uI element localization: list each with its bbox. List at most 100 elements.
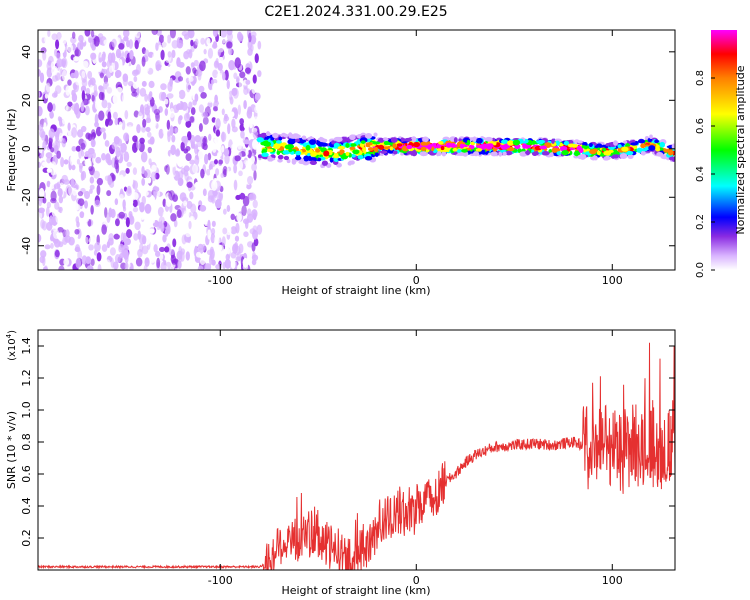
heatmap-cell (303, 155, 310, 162)
heatmap-cell (170, 213, 177, 222)
heatmap-cell (475, 137, 483, 144)
heatmap-cell (144, 49, 150, 58)
heatmap-cell (38, 212, 43, 219)
heatmap-cell (141, 245, 149, 255)
heatmap-cell (502, 144, 508, 150)
heatmap-cell (94, 113, 99, 125)
heatmap-cell (55, 213, 60, 224)
heatmap-cell (84, 177, 89, 184)
heatmap-cell (168, 248, 175, 256)
heatmap-cell (206, 249, 214, 256)
heatmap-cell (619, 153, 628, 159)
heatmap-cell (238, 92, 245, 100)
heatmap-cell (66, 43, 74, 53)
heatmap-cell (110, 209, 115, 217)
heatmap-cell (406, 144, 413, 150)
heatmap-cell (579, 153, 587, 160)
heatmap-cell (239, 118, 245, 125)
heatmap-cell (56, 31, 62, 41)
heatmap-cell (212, 30, 218, 37)
heatmap-cell (627, 154, 634, 160)
heatmap-cell (255, 147, 262, 154)
heatmap-cell (93, 35, 100, 47)
heatmap-cell (81, 70, 86, 79)
heatmap-cell (170, 144, 176, 156)
heatmap-cell (150, 253, 155, 263)
heatmap-cell (118, 58, 123, 70)
heatmap-cell (291, 159, 297, 165)
heatmap-cell (237, 159, 244, 171)
heatmap-cell (277, 154, 284, 160)
heatmap-cell (155, 64, 163, 72)
heatmap-cell (189, 191, 194, 200)
heatmap-cell (211, 220, 216, 227)
heatmap-cell (178, 115, 183, 121)
heatmap-cell (136, 140, 141, 150)
heatmap-cell (551, 138, 555, 144)
heatmap-cell (150, 171, 157, 182)
heatmap-cell (231, 143, 236, 150)
heatmap-cell (84, 158, 90, 167)
heatmap-cell (507, 140, 515, 146)
heatmap-cell (419, 151, 428, 157)
heatmap-cell (294, 156, 302, 161)
heatmap-cell (90, 52, 97, 60)
heatmap-cell (70, 178, 75, 188)
heatmap-cell (200, 37, 206, 45)
heatmap-cell (155, 42, 159, 51)
heatmap-cell (257, 70, 262, 78)
heatmap-cell (323, 150, 330, 157)
heatmap-cell (38, 262, 42, 270)
heatmap-cell (333, 136, 341, 141)
heatmap-cell (283, 133, 288, 138)
heatmap-cell (514, 144, 520, 150)
heatmap-cell (46, 180, 51, 188)
heatmap-cell (561, 149, 569, 156)
heatmap-cell (133, 233, 139, 241)
heatmap-cell (224, 113, 228, 120)
heatmap-cell (171, 259, 177, 265)
heatmap-cell (109, 247, 116, 256)
heatmap-cell (61, 118, 67, 125)
heatmap-cell (113, 135, 120, 145)
heatmap-cell (58, 195, 64, 204)
heatmap-cell (171, 158, 176, 168)
heatmap-cell (181, 196, 189, 204)
heatmap-cell (147, 228, 155, 234)
y-tick-label: -40 (20, 237, 33, 255)
heatmap-cell (132, 192, 139, 201)
snr-x-label: Height of straight line (km) (281, 584, 430, 597)
heatmap-cell (183, 210, 190, 219)
heatmap-cell (261, 152, 269, 158)
heatmap-cell (178, 170, 184, 180)
heatmap-cell (89, 84, 94, 94)
heatmap-cell (141, 125, 146, 133)
heatmap-cell (641, 148, 648, 152)
heatmap-cell (90, 205, 94, 215)
heatmap-cell (97, 263, 102, 270)
heatmap-cell (276, 140, 282, 144)
heatmap-cell (77, 249, 83, 261)
heatmap-cell (173, 90, 180, 99)
heatmap-cell (217, 49, 221, 57)
spectrogram-x-label: Height of straight line (km) (281, 284, 430, 297)
heatmap-cell (237, 141, 243, 150)
heatmap-cell (220, 172, 225, 179)
heatmap-cell (140, 95, 145, 102)
heatmap-cell (211, 180, 218, 191)
heatmap-cell (440, 146, 445, 151)
heatmap-cell (226, 247, 231, 255)
heatmap-cell (174, 49, 179, 56)
heatmap-cell (98, 91, 104, 101)
heatmap-cell (96, 184, 101, 196)
heatmap-cell (197, 149, 205, 161)
snr-y-axis: 0.2 0.4 0.6 0.8 1.0 1.2 1.4 (20, 337, 675, 547)
y-tick-label: 20 (20, 93, 33, 107)
heatmap-cell (204, 63, 211, 73)
heatmap-cell (75, 79, 81, 86)
heatmap-cell (113, 233, 120, 240)
snr-frame (37, 329, 676, 571)
heatmap-cell (64, 235, 71, 243)
heatmap-cell (141, 80, 147, 87)
heatmap-cell (668, 156, 675, 161)
